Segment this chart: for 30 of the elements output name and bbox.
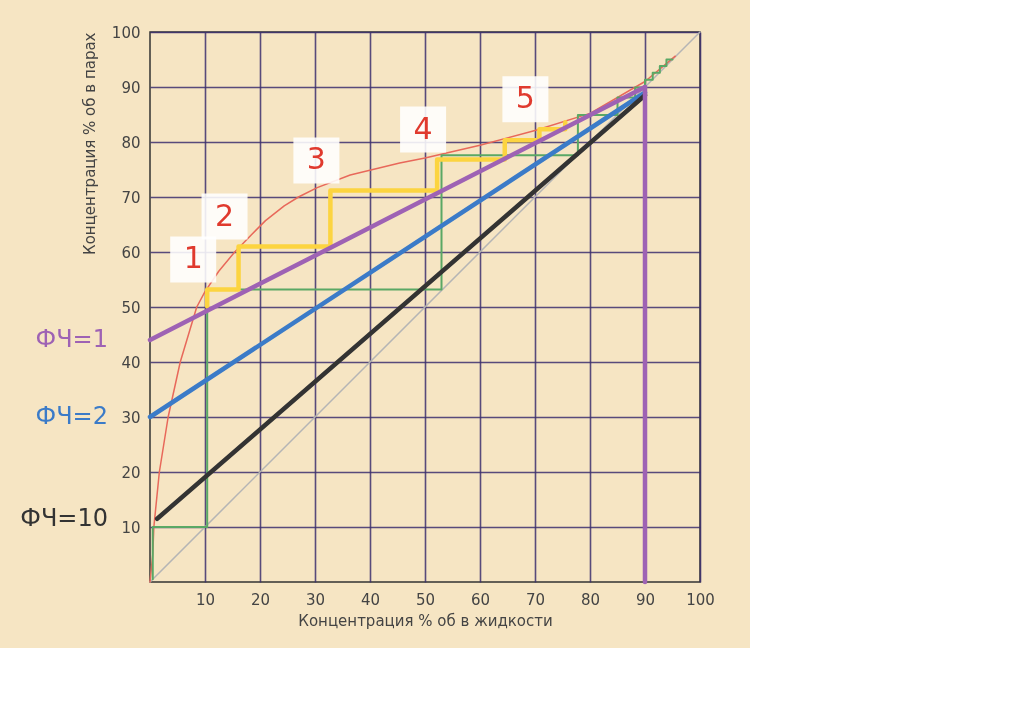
series-label: ФЧ=1 [35, 325, 108, 353]
annotation: 1 [183, 240, 203, 276]
y-tick-label: 90 [121, 78, 141, 97]
y-tick-label: 10 [121, 518, 141, 537]
y-tick-label: 70 [121, 188, 141, 207]
x-tick-label: 50 [415, 590, 436, 609]
y-tick-label: 100 [111, 23, 141, 42]
x-tick-label: 90 [635, 590, 656, 609]
series-label: ФЧ=2 [35, 402, 108, 430]
y-tick-label: 20 [121, 463, 141, 482]
y-tick-label: 60 [121, 243, 141, 262]
x-tick-label: 40 [360, 590, 381, 609]
annotation: 4 [413, 110, 433, 146]
x-tick-label: 60 [470, 590, 491, 609]
annotation: 5 [515, 80, 535, 116]
y-tick-label: 30 [121, 408, 141, 427]
y-axis-title: Концентрация % об в парах [80, 32, 99, 255]
y-tick-label: 50 [121, 298, 141, 317]
x-tick-label: 10 [195, 590, 216, 609]
annotation: 3 [306, 141, 326, 177]
x-axis-title: Концентрация % об в жидкости [298, 611, 553, 630]
x-tick-label: 30 [305, 590, 326, 609]
x-tick-label: 70 [525, 590, 546, 609]
x-tick-label: 100 [686, 590, 715, 609]
annotation: 2 [215, 197, 235, 233]
x-tick-label: 80 [580, 590, 601, 609]
text: ФЧ=10 [20, 503, 108, 532]
x-tick-label: 20 [250, 590, 271, 609]
y-tick-label: 40 [121, 353, 141, 372]
y-tick-label: 80 [121, 133, 141, 152]
